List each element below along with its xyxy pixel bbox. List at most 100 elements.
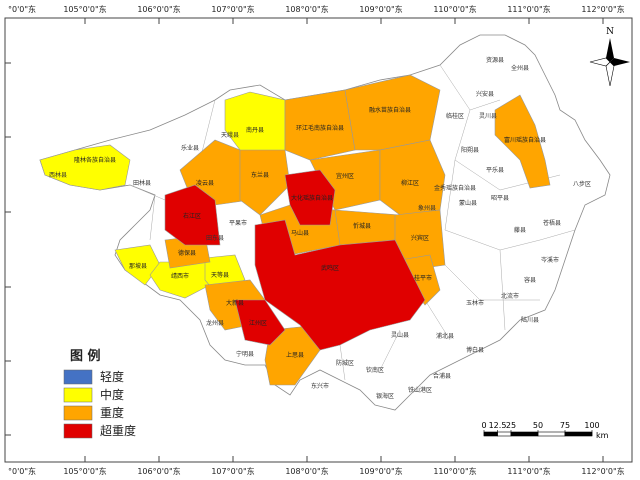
region-label: 江州区 bbox=[249, 320, 267, 327]
place-label: 钦南区 bbox=[366, 366, 384, 374]
place-label: 平果市 bbox=[229, 219, 247, 227]
legend-label: 轻度 bbox=[100, 369, 124, 384]
place-label: 容县 bbox=[524, 276, 536, 284]
place-label: 西林县 bbox=[49, 171, 67, 179]
scale-segment bbox=[510, 431, 539, 437]
lon-label: 109°0'0"东 bbox=[359, 4, 402, 14]
place-label: 资源县 bbox=[486, 56, 504, 64]
region-label: 柳江区 bbox=[401, 179, 419, 187]
scale-label: 75 bbox=[560, 421, 570, 430]
place-label: 岑溪市 bbox=[541, 256, 559, 264]
place-label: 东兴市 bbox=[311, 382, 329, 390]
place-label: 合浦县 bbox=[433, 372, 451, 380]
legend-swatch bbox=[63, 369, 93, 385]
region-label: 东兰县 bbox=[251, 171, 269, 179]
place-label: 八步区 bbox=[573, 180, 591, 188]
place-label: 银海区 bbox=[376, 392, 394, 400]
place-label: 苍梧县 bbox=[543, 219, 561, 227]
place-label: 龙州县 bbox=[206, 319, 224, 327]
region-label: 大新县 bbox=[226, 299, 244, 307]
scale-label: 0 bbox=[481, 421, 486, 430]
region-label: 靖西市 bbox=[171, 272, 189, 280]
county-lines bbox=[129, 64, 576, 381]
place-label: 铁山港区 bbox=[408, 386, 432, 394]
lon-label: 108°0'0"东 bbox=[285, 4, 328, 14]
lon-label: °0'0"东 bbox=[8, 466, 36, 476]
place-label: 田东县 bbox=[206, 234, 224, 242]
region-label: 大化瑶族自治县 bbox=[291, 194, 333, 202]
scale-label: 100 bbox=[584, 421, 599, 430]
lon-label: 110°0'0"东 bbox=[433, 4, 476, 14]
north-label: N bbox=[606, 27, 614, 37]
region bbox=[39, 144, 131, 191]
scale-segment bbox=[537, 431, 566, 437]
scale-segment bbox=[564, 431, 593, 437]
region-label: 那坡县 bbox=[129, 262, 147, 270]
lon-label: 107°0'0"东 bbox=[211, 4, 254, 14]
region-label: 环江毛南族自治县 bbox=[296, 124, 344, 132]
region-label: 兴宾区 bbox=[411, 234, 429, 242]
region bbox=[284, 169, 336, 226]
lon-label: 111°0'0"东 bbox=[507, 466, 550, 476]
region bbox=[164, 184, 221, 246]
region-label: 南丹县 bbox=[246, 126, 264, 134]
place-label: 阳朔县 bbox=[461, 146, 479, 154]
legend-title: 图 例 bbox=[70, 348, 101, 364]
lon-label: 105°0'0"东 bbox=[63, 466, 106, 476]
region-label: 马山县 bbox=[291, 229, 309, 237]
legend-swatch bbox=[63, 387, 93, 403]
lon-label: 110°0'0"东 bbox=[433, 466, 476, 476]
legend-swatch bbox=[63, 405, 93, 421]
lon-label: 111°0'0"东 bbox=[507, 4, 550, 14]
scale-segment bbox=[497, 431, 512, 437]
region-label: 武鸣区 bbox=[321, 264, 339, 272]
place-label: 象州县 bbox=[418, 204, 436, 212]
lon-label: 105°0'0"东 bbox=[63, 4, 106, 14]
scale-unit: km bbox=[596, 431, 609, 440]
region-label: 凌云县 bbox=[196, 179, 214, 187]
region bbox=[234, 299, 286, 346]
scale-label: 50 bbox=[533, 421, 543, 430]
place-label: 灵山县 bbox=[391, 331, 409, 339]
region-label: 隆林各族自治县 bbox=[74, 156, 116, 164]
place-label: 玉林市 bbox=[466, 299, 484, 307]
region-label: 忻城县 bbox=[353, 222, 371, 230]
place-label: 临桂区 bbox=[446, 112, 464, 120]
legend-swatch bbox=[63, 423, 93, 439]
place-label: 平乐县 bbox=[486, 167, 504, 174]
region-label: 天等县 bbox=[211, 271, 229, 279]
place-label: 浦北县 bbox=[436, 332, 454, 340]
legend-label: 中度 bbox=[100, 387, 124, 402]
lon-label: 106°0'0"东 bbox=[137, 466, 180, 476]
place-label: 灵川县 bbox=[479, 113, 497, 120]
north-arrow: N bbox=[589, 27, 630, 87]
region-label: 桂平市 bbox=[414, 274, 432, 282]
lon-label: 109°0'0"东 bbox=[359, 466, 402, 476]
region bbox=[284, 89, 356, 161]
region-label: 宜州区 bbox=[336, 172, 354, 180]
legend-label: 超重度 bbox=[100, 423, 136, 438]
place-label: 天峨县 bbox=[221, 131, 239, 139]
scale-segment bbox=[483, 431, 498, 437]
legend-label: 重度 bbox=[100, 405, 124, 420]
region-label: 融水苗族自治县 bbox=[369, 106, 411, 114]
lon-label: 112°0'0"东 bbox=[581, 4, 624, 14]
lon-label: 106°0'0"东 bbox=[137, 4, 180, 14]
place-label: 博白县 bbox=[466, 346, 484, 354]
place-label: 兴安县 bbox=[476, 90, 494, 98]
region-label: 上思县 bbox=[286, 351, 304, 359]
region-label: 右江区 bbox=[183, 212, 201, 220]
lon-label: 112°0'0"东 bbox=[581, 466, 624, 476]
lon-label: 108°0'0"东 bbox=[285, 466, 328, 476]
region bbox=[494, 94, 551, 189]
place-label: 宁明县 bbox=[236, 350, 254, 358]
scale-label: 25 bbox=[506, 421, 516, 430]
place-label: 昭平县 bbox=[491, 195, 509, 202]
place-label: 藤县 bbox=[514, 226, 526, 234]
place-label: 乐业县 bbox=[181, 144, 199, 152]
place-label: 金秀瑶族自治县 bbox=[434, 184, 476, 192]
place-label: 防城区 bbox=[336, 359, 354, 367]
